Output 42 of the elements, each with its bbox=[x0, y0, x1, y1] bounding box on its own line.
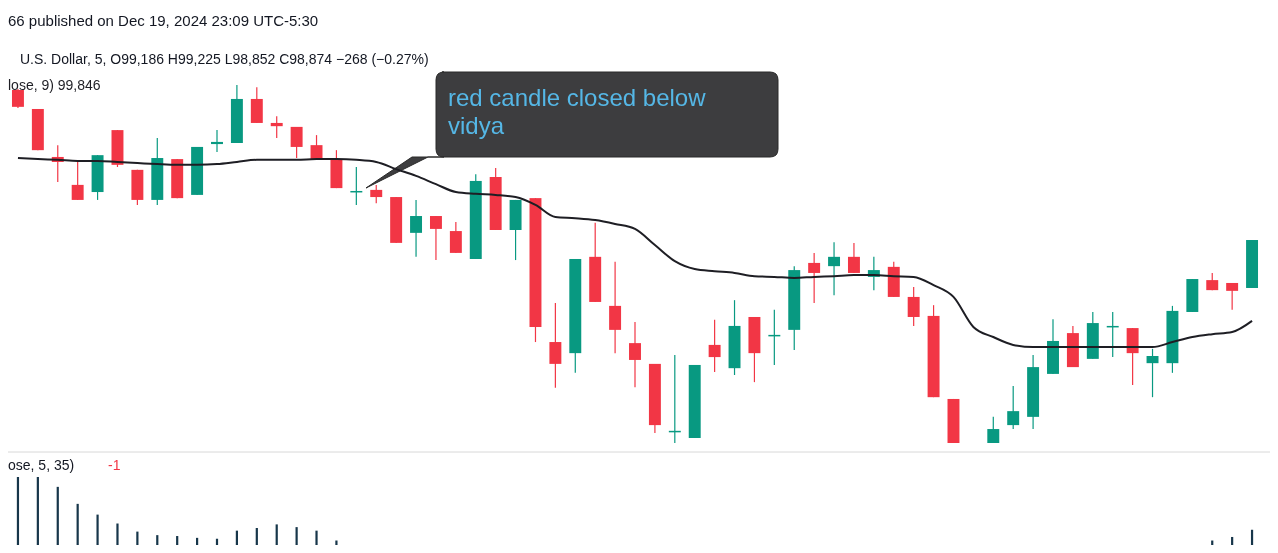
candlestick bbox=[429, 215, 442, 261]
bar bbox=[116, 523, 119, 545]
candlestick bbox=[410, 199, 423, 258]
bar bbox=[335, 540, 338, 545]
text: -1 bbox=[108, 457, 121, 473]
chart-title: ose, 5, 35) bbox=[8, 457, 75, 473]
bar bbox=[255, 528, 258, 545]
candlestick bbox=[250, 86, 263, 124]
candlestick bbox=[290, 126, 303, 159]
callout-box: red candle closed below vidya bbox=[365, 71, 779, 189]
candlestick bbox=[609, 261, 622, 354]
candlestick bbox=[71, 161, 84, 201]
chart-subtitle: U.S. Dollar, 5, O99,186 H99,225 L98,852 C98,874 −268 (−0.27%) bbox=[20, 51, 429, 67]
candlestick bbox=[629, 321, 641, 388]
text: lose, 9) 99,846 bbox=[8, 77, 101, 93]
bar bbox=[275, 524, 278, 545]
candlestick bbox=[1146, 348, 1159, 398]
bar bbox=[76, 503, 79, 545]
bar bbox=[96, 514, 99, 545]
bar bbox=[136, 531, 139, 545]
candlestick bbox=[270, 115, 283, 139]
candlestick bbox=[808, 252, 821, 304]
candlestick bbox=[987, 416, 1000, 444]
candlestick bbox=[211, 129, 223, 153]
bar bbox=[295, 527, 298, 545]
candlestick bbox=[549, 302, 562, 389]
candlestick bbox=[1007, 385, 1020, 430]
chart-title: 66 published on Dec 19, 2024 23:09 UTC-5:30 bbox=[8, 12, 319, 29]
candlestick bbox=[370, 184, 383, 204]
bar bbox=[36, 477, 39, 545]
annotation: red candle closed below vidya bbox=[448, 84, 707, 139]
bar bbox=[156, 535, 159, 545]
candlestick bbox=[708, 319, 721, 373]
bar bbox=[315, 530, 318, 545]
bar bbox=[56, 486, 59, 545]
candlestick bbox=[828, 241, 841, 296]
candlestick bbox=[449, 221, 462, 254]
bar bbox=[16, 477, 20, 545]
candlestick bbox=[907, 286, 920, 327]
bar bbox=[176, 536, 179, 545]
candlestick bbox=[847, 242, 860, 274]
candlestick bbox=[1226, 282, 1239, 311]
